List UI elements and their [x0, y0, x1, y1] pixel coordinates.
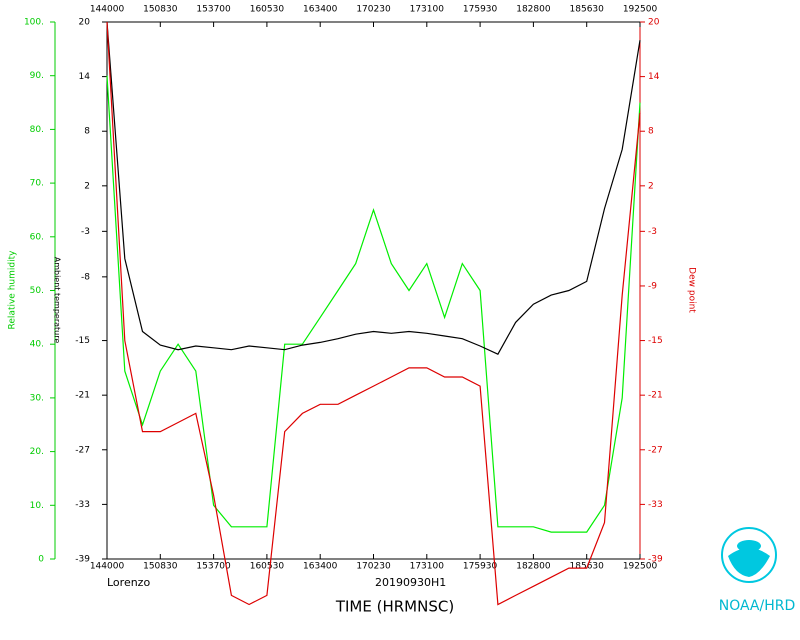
x-tick-label-top: 182800	[516, 5, 551, 15]
dew-tick-label: -3	[648, 227, 657, 237]
x-tick-label-top: 160530	[250, 5, 285, 15]
x-tick-label: 170230	[356, 562, 391, 572]
temp-tick-label: -33	[75, 500, 90, 510]
series-line	[106, 21, 641, 606]
dew-tick-label: 14	[648, 72, 660, 82]
x-tick-label: 144000	[90, 562, 125, 572]
x-tick-label-top: 192500	[623, 5, 658, 15]
x-axis-label: TIME (HRMNSC)	[335, 598, 454, 616]
rh-label: Relative humidity	[8, 250, 18, 330]
x-tick-label: 182800	[516, 562, 551, 572]
x-tick-label-top: 175930	[463, 5, 498, 15]
dew-tick-label: 2	[648, 181, 654, 191]
series-line	[106, 75, 641, 533]
rh-tick-label: 60.	[30, 232, 44, 242]
logo-head	[737, 540, 761, 552]
series-line	[106, 21, 641, 355]
temp-tick-label: -21	[75, 391, 90, 401]
rh-tick-label: 0	[38, 555, 44, 565]
rh-tick-label: 10.	[30, 501, 44, 511]
dew-tick-label: 8	[648, 127, 654, 137]
x-tick-label-top: 153700	[196, 5, 231, 15]
rh-tick-label: 40.	[30, 340, 44, 350]
temp-tick-label: -27	[75, 445, 90, 455]
logo-ring	[721, 527, 777, 583]
temp-tick-label: 8	[84, 127, 90, 137]
x-tick-label-top: 150830	[143, 5, 178, 15]
temp-tick-label: 2	[84, 181, 90, 191]
dew-tick-label: -15	[648, 336, 663, 346]
x-tick-label: 173100	[410, 562, 445, 572]
x-tick-label: 150830	[143, 562, 178, 572]
rh-tick-label: 90.	[30, 71, 44, 81]
x-tick-label: 192500	[623, 562, 658, 572]
rh-tick-label: 70.	[30, 179, 44, 189]
logo-bird	[728, 548, 770, 577]
temp-label: Ambient temperature	[53, 257, 62, 344]
x-tick-label: 160530	[250, 562, 285, 572]
rh-tick-label: 20.	[30, 447, 44, 457]
logo-text: NOAA/HRD	[719, 598, 796, 614]
x-tick-label-top: 144000	[90, 5, 125, 15]
flight-id: 20190930H1	[375, 576, 446, 589]
x-tick-label-top: 163400	[303, 5, 338, 15]
x-tick-label-top: 185630	[570, 5, 605, 15]
dew-tick-label: -33	[648, 500, 663, 510]
temp-tick-label: 14	[79, 72, 91, 82]
temp-tick-label: -3	[81, 227, 90, 237]
dew-tick-label: -21	[648, 391, 663, 401]
x-tick-label-top: 170230	[356, 5, 391, 15]
temp-tick-label: -15	[75, 336, 90, 346]
rh-tick-label: 80.	[30, 125, 44, 135]
temp-tick-label: 20	[79, 18, 91, 28]
dew-tick-label: -39	[648, 555, 663, 565]
temp-tick-label: -39	[75, 555, 90, 565]
noaa-logo	[721, 527, 777, 583]
rh-tick-label: 30.	[30, 393, 44, 403]
temp-tick-label: -8	[81, 272, 90, 282]
dew-tick-label: -27	[648, 445, 663, 455]
x-tick-label: 163400	[303, 562, 338, 572]
dew-tick-label: 20	[648, 18, 660, 28]
x-tick-label: 153700	[196, 562, 231, 572]
rh-tick-label: 100.	[24, 18, 44, 28]
rh-tick-label: 50.	[30, 286, 44, 296]
x-tick-label: 175930	[463, 562, 498, 572]
dew-tick-label: -9	[648, 281, 657, 291]
x-tick-label-top: 173100	[410, 5, 445, 15]
storm-name: Lorenzo	[107, 576, 150, 589]
dew-label: Dew point	[687, 267, 697, 313]
